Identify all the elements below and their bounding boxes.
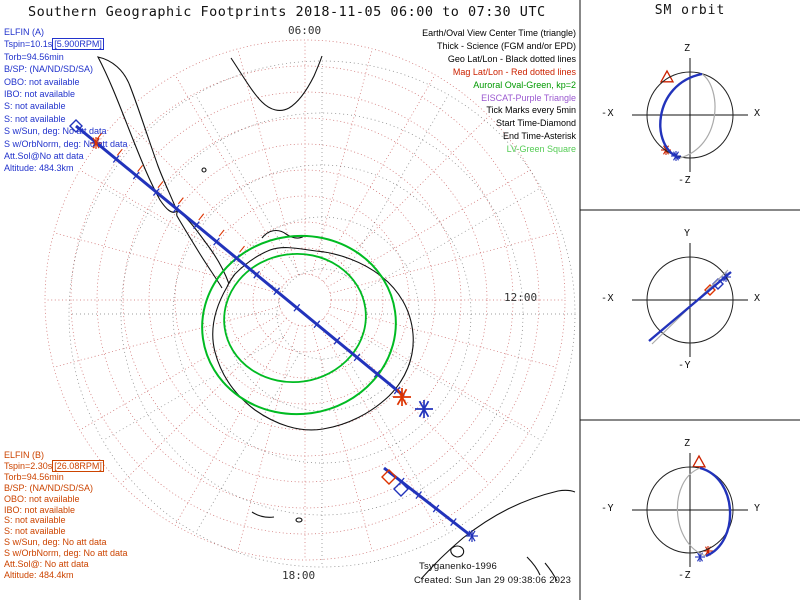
elfin-a-title: ELFIN (A) xyxy=(4,27,45,37)
created-label: Created: Sun Jan 29 09:38:06 2023 xyxy=(414,575,572,586)
legend-line: Tick Marks every 5min xyxy=(486,105,576,116)
elfin-a-line: S w/Sun, deg: No att data xyxy=(4,126,107,137)
elfin-b-line: OBO: not available xyxy=(4,493,80,504)
elfin-a-line: S: not available xyxy=(4,101,66,112)
orbit3-axis-top: Z xyxy=(684,438,691,449)
elfin-b-line: S: not available xyxy=(4,526,66,537)
orbit2-axis-left: -X xyxy=(601,293,615,304)
elfin-a-line: OBO: not available xyxy=(4,76,80,87)
legend-line: Start Time-Diamond xyxy=(495,118,576,129)
legend-line: Geo Lat/Lon - Black dotted lines xyxy=(447,53,576,64)
legend-line: Mag Lat/Lon - Red dotted lines xyxy=(452,66,576,77)
elfin-b-line: Altitude: 484.4km xyxy=(4,569,74,580)
elfin-a-line: Torb=94.56min xyxy=(4,51,64,62)
legend-line: EISCAT-Purple Triangle xyxy=(481,92,576,103)
orbit3-axis-left: -Y xyxy=(601,503,615,514)
orbit3-axis-right: Y xyxy=(754,503,761,514)
elfin-a-line: S w/OrbNorm, deg: No att data xyxy=(4,138,128,149)
elfin-b-line: IBO: not available xyxy=(4,504,76,515)
legend-line: Auroral Oval-Green, kp=2 xyxy=(473,79,576,90)
elfin-b-line: S w/Sun, deg: No att data xyxy=(4,537,107,548)
elfin-a-line: IBO: not available xyxy=(4,89,76,100)
orbit1-axis-bottom: -Z xyxy=(678,175,692,186)
legend-line: Thick - Science (FGM and/or EPD) xyxy=(436,40,576,51)
orbit1-axis-right: X xyxy=(754,108,761,119)
orbit1-axis-left: -X xyxy=(601,108,615,119)
orbit-view-yz xyxy=(632,453,748,567)
clock-label-right: 12:00 xyxy=(504,291,538,304)
legend-line: LV-Green Square xyxy=(506,144,576,155)
elfin-b-tspin: Tspin=2.30s [26.08RPM] xyxy=(4,459,104,472)
legend-line: Earth/Oval View Center Time (triangle) xyxy=(422,28,576,38)
page-title: Southern Geographic Footprints 2018-11-0… xyxy=(28,4,546,20)
orbit-view-xz xyxy=(632,58,748,172)
elfin-a-line: S: not available xyxy=(4,113,66,124)
elfin-a-line: B/SP: (NA/ND/SD/SA) xyxy=(4,64,94,75)
elfin-b-info: ELFIN (B) Tspin=2.30s [26.08RPM] Torb=94.… xyxy=(4,450,128,581)
orbit2-axis-top: Y xyxy=(684,228,691,239)
elfin-b-title: ELFIN (B) xyxy=(4,450,45,460)
panel-dividers xyxy=(579,0,800,600)
sm-orbit-title: SM orbit xyxy=(654,3,726,18)
legend: Earth/Oval View Center Time (triangle) T… xyxy=(250,27,576,156)
orbit2-axis-right: X xyxy=(754,293,761,304)
elfin-b-line: S: not available xyxy=(4,515,66,526)
clock-label-bottom: 18:00 xyxy=(282,569,316,582)
coastlines xyxy=(96,55,576,582)
clock-label-top: 06:00 xyxy=(288,24,322,37)
elfin-a-info: ELFIN (A) Tspin=10.1s [5.900RPM] Torb=94.… xyxy=(4,26,128,175)
orbit2-axis-bottom: -Y xyxy=(678,360,692,371)
orbit-view-xy xyxy=(632,243,748,357)
elfin-b-line: B/SP: (NA/ND/SD/SA) xyxy=(4,482,94,493)
elfin-a-tspin: Tspin=10.1s [5.900RPM] xyxy=(4,38,104,51)
orbit3-axis-bottom: -Z xyxy=(678,570,692,581)
elfin-a-line: Att.Sol@No att data xyxy=(4,151,84,162)
elfin-b-line: Att.Sol@: No att data xyxy=(4,559,89,570)
mag-grid xyxy=(44,39,566,561)
elfin-b-line: Torb=94.56min xyxy=(4,471,64,482)
elfin-b-line: S w/OrbNorm, deg: No att data xyxy=(4,548,128,559)
legend-line: End Time-Asterisk xyxy=(502,131,576,142)
orbit1-axis-top: Z xyxy=(684,43,691,54)
model-label: Tsyganenko-1996 xyxy=(419,561,497,572)
auroral-oval xyxy=(201,234,397,416)
elfin-a-line: Altitude: 484.3km xyxy=(4,163,74,174)
